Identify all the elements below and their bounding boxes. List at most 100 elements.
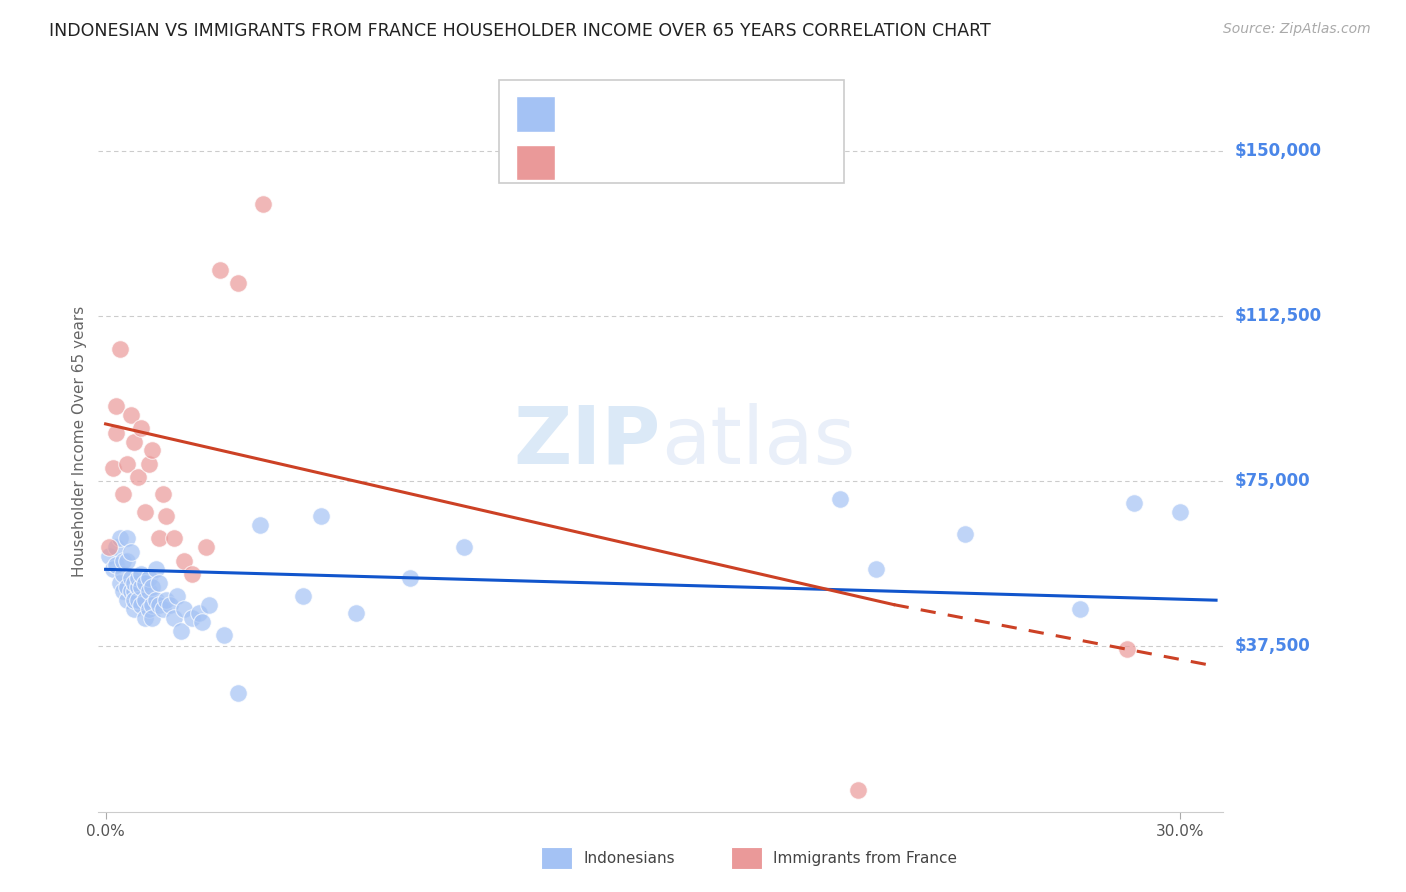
Point: [173, 602, 195, 616]
Point: [159, 598, 181, 612]
Point: [122, 434, 145, 449]
Point: [115, 532, 138, 546]
Point: [98, 541, 121, 555]
Point: [105, 399, 128, 413]
Point: [120, 571, 142, 585]
Text: R = -0.145: R = -0.145: [567, 105, 664, 123]
Point: [145, 593, 167, 607]
Point: [108, 342, 131, 356]
Point: [127, 593, 149, 607]
Point: [105, 425, 128, 440]
Point: [131, 598, 153, 612]
Point: [120, 584, 142, 599]
Point: [145, 562, 167, 576]
Text: INDONESIAN VS IMMIGRANTS FROM FRANCE HOUSEHOLDER INCOME OVER 65 YEARS CORRELATIO: INDONESIAN VS IMMIGRANTS FROM FRANCE HOU…: [49, 22, 991, 40]
Y-axis label: Householder Income Over 65 years: Householder Income Over 65 years: [72, 306, 87, 577]
Point: [105, 541, 128, 555]
Point: [163, 532, 186, 546]
Text: $150,000: $150,000: [1234, 142, 1322, 160]
Point: [846, 782, 869, 797]
Point: [122, 584, 145, 599]
Point: [115, 553, 138, 567]
Point: [453, 541, 475, 555]
Text: $75,000: $75,000: [1234, 472, 1310, 491]
Text: $37,500: $37,500: [1234, 638, 1310, 656]
Text: Indonesians: Indonesians: [583, 851, 675, 865]
Point: [120, 545, 142, 559]
Point: [131, 580, 153, 594]
Point: [187, 607, 209, 621]
Text: N = 64: N = 64: [766, 105, 828, 123]
Point: [309, 509, 332, 524]
Point: [155, 509, 177, 524]
Point: [138, 571, 160, 585]
Point: [344, 607, 367, 621]
Point: [152, 602, 174, 616]
Point: [141, 443, 163, 458]
Point: [134, 611, 156, 625]
Point: [955, 527, 977, 541]
Text: R = -0.315: R = -0.315: [567, 153, 664, 171]
Point: [138, 457, 160, 471]
Point: [180, 566, 202, 581]
Point: [120, 408, 142, 422]
Point: [170, 624, 193, 638]
Point: [115, 580, 138, 594]
Text: ZIP: ZIP: [513, 402, 661, 481]
Point: [98, 549, 121, 563]
Point: [138, 584, 160, 599]
Point: [865, 562, 887, 576]
Point: [212, 628, 235, 642]
Point: [291, 589, 314, 603]
Point: [115, 593, 138, 607]
Point: [115, 457, 138, 471]
Point: [226, 686, 249, 700]
Point: [155, 593, 177, 607]
Point: [101, 461, 124, 475]
Text: Immigrants from France: Immigrants from France: [773, 851, 957, 865]
Point: [127, 470, 149, 484]
Text: N = 25: N = 25: [766, 153, 828, 171]
Point: [141, 580, 163, 594]
Point: [148, 575, 170, 590]
Text: Source: ZipAtlas.com: Source: ZipAtlas.com: [1223, 22, 1371, 37]
Point: [105, 558, 128, 572]
Point: [166, 589, 188, 603]
Point: [138, 602, 160, 616]
Point: [101, 562, 124, 576]
Point: [148, 532, 170, 546]
Text: atlas: atlas: [661, 402, 855, 481]
Point: [134, 575, 156, 590]
Point: [152, 487, 174, 501]
Point: [249, 518, 271, 533]
Text: $112,500: $112,500: [1234, 307, 1322, 325]
Point: [1168, 505, 1191, 519]
Point: [127, 571, 149, 585]
Point: [112, 553, 135, 567]
Point: [127, 580, 149, 594]
Point: [173, 553, 195, 567]
Point: [112, 566, 135, 581]
Point: [399, 571, 422, 585]
Point: [198, 598, 221, 612]
Point: [141, 598, 163, 612]
Point: [112, 584, 135, 599]
Point: [122, 602, 145, 616]
Point: [141, 611, 163, 625]
Point: [122, 593, 145, 607]
Point: [134, 593, 156, 607]
Point: [1122, 496, 1144, 510]
Point: [209, 262, 232, 277]
Point: [112, 487, 135, 501]
Point: [252, 196, 274, 211]
Point: [163, 611, 186, 625]
Point: [1115, 641, 1137, 656]
Point: [131, 421, 153, 435]
Point: [108, 532, 131, 546]
Point: [194, 541, 217, 555]
Point: [108, 575, 131, 590]
Point: [122, 575, 145, 590]
Point: [828, 491, 851, 506]
Point: [134, 505, 156, 519]
Point: [1069, 602, 1091, 616]
